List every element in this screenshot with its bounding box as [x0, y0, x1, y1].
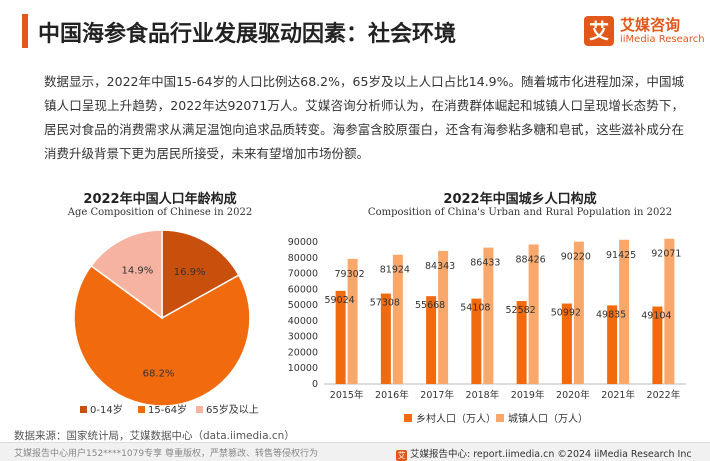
pie-legend-swatch-3: [196, 406, 203, 413]
pie-label-2: 68.2%: [143, 368, 175, 379]
pie-chart-title: 2022年中国人口年龄构成: [83, 192, 237, 207]
bar-rural-6: [561, 303, 572, 384]
bar-urban-7: [619, 239, 630, 384]
y-tick-label-9: 90000: [288, 237, 318, 248]
y-tick-label-6: 60000: [288, 284, 318, 295]
bar-rural-8: [652, 306, 663, 384]
pie-label-3: 14.9%: [121, 265, 153, 276]
bar-rural-5: [516, 301, 527, 384]
brand-name-en: iiMedia Research: [620, 34, 705, 45]
pie-legend-swatch-1: [80, 406, 87, 413]
y-tick-label-3: 30000: [288, 332, 318, 343]
data-label-urban-1: 79302: [335, 269, 365, 280]
footer: 艾媒报告中心用户152****1079专享 尊重版权，严禁篡改、转售等侵权行为 …: [0, 442, 710, 461]
data-label-urban-7: 91425: [606, 250, 636, 261]
pie-chart-subtitle: Age Composition of Chinese in 2022: [67, 207, 253, 218]
data-label-rural-3: 55668: [415, 300, 445, 311]
x-tick-label-5: 2019年: [511, 389, 545, 401]
pie-chart: 16.9% 68.2% 14.9% 0-14岁 15-64岁 65岁及以上: [73, 229, 259, 416]
x-tick-label-1: 2015年: [330, 389, 364, 401]
data-label-urban-3: 84343: [425, 261, 455, 272]
brand-name-cn: 艾媒咨询: [620, 16, 681, 34]
bar-rural-7: [607, 305, 618, 384]
pie-legend-label-2: 15-64岁: [148, 403, 187, 416]
y-tick-label-4: 40000: [288, 316, 318, 327]
pie-legend-label-1: 0-14岁: [90, 403, 123, 416]
data-label-rural-5: 52582: [506, 305, 536, 316]
bar-legend-label-2: 城镇人口（万人）: [508, 412, 588, 425]
bar-urban-2: [392, 254, 403, 384]
footer-copyright: 艾媒报告中心用户152****1079专享 尊重版权，严禁篡改、转售等侵权行为: [14, 449, 318, 459]
bar-legend-swatch-2: [496, 414, 504, 422]
data-label-urban-8: 92071: [651, 249, 681, 260]
page-title: 中国海参食品行业发展驱动因素：社会环境: [38, 22, 457, 47]
y-tick-label-2: 20000: [288, 347, 318, 358]
bar-rural-3: [426, 296, 437, 384]
x-tick-label-7: 2021年: [601, 389, 635, 401]
y-tick-label-7: 70000: [288, 269, 318, 280]
bar-urban-6: [573, 241, 584, 384]
footer-site: 艾艾媒报告中心: report.iimedia.cn ©2024 iiMedia…: [396, 446, 692, 461]
y-tick-label-1: 10000: [288, 363, 318, 374]
pie-legend-swatch-2: [138, 406, 145, 413]
pie-label-1: 16.9%: [174, 267, 206, 278]
pie-slice-3: [90, 229, 163, 320]
x-tick-label-3: 2017年: [420, 389, 454, 401]
data-label-rural-6: 50992: [551, 308, 581, 319]
data-label-urban-4: 86433: [470, 258, 500, 269]
brand-logo: 艾 艾媒咨询 iiMedia Research: [584, 14, 705, 54]
bar-urban-5: [528, 244, 539, 384]
x-tick-label-2: 2016年: [375, 389, 409, 401]
footer-logo-icon: 艾: [396, 450, 407, 461]
x-tick-label-8: 2022年: [647, 389, 681, 401]
bar-rural-2: [380, 293, 391, 384]
data-label-rural-7: 49835: [596, 309, 626, 320]
data-label-rural-1: 59024: [325, 295, 355, 306]
brand-logo-icon: 艾: [584, 16, 614, 46]
bar-urban-8: [664, 238, 675, 384]
data-source: 数据来源：国家统计局，艾媒数据中心（data.iimedia.cn）: [14, 430, 295, 442]
x-tick-label-4: 2018年: [466, 389, 500, 401]
bar-rural-1: [335, 290, 346, 384]
data-label-rural-2: 57308: [370, 298, 400, 309]
bar-rural-4: [471, 298, 482, 384]
title-accent-bar: [22, 14, 28, 48]
y-tick-label-8: 80000: [288, 253, 318, 264]
data-label-urban-5: 88426: [516, 254, 546, 265]
pie-slice-2: [73, 264, 251, 407]
bar-legend-swatch-1: [404, 414, 412, 422]
pie-slice-1: [161, 229, 240, 320]
bar-chart: 0 10000 20000 30000 40000 50000 60000 70000 8000…: [288, 237, 686, 425]
y-tick-label-0: 0: [312, 379, 318, 390]
bar-chart-subtitle: Composition of China's Urban and Rural P…: [367, 207, 673, 218]
x-tick-label-6: 2020年: [556, 389, 590, 401]
data-label-rural-8: 49104: [641, 311, 671, 322]
bar-chart-title: 2022年中国城乡人口构成: [443, 192, 597, 207]
summary-paragraph: 数据显示，2022年中国15-64岁的人口比例达68.2%，65岁及以上人口占比…: [44, 74, 684, 161]
bar-legend-label-1: 乡村人口（万人）: [416, 412, 496, 425]
y-tick-label-5: 50000: [288, 300, 318, 311]
bar-urban-3: [438, 250, 449, 384]
data-label-urban-6: 90220: [561, 252, 591, 263]
bar-urban-1: [347, 258, 358, 384]
bar-urban-4: [483, 247, 494, 384]
data-label-urban-2: 81924: [380, 265, 410, 276]
pie-legend-label-3: 65岁及以上: [206, 403, 259, 416]
data-label-rural-4: 54108: [460, 303, 490, 314]
footer-site-text: 艾媒报告中心: report.iimedia.cn ©2024 iiMedia …: [410, 449, 692, 460]
